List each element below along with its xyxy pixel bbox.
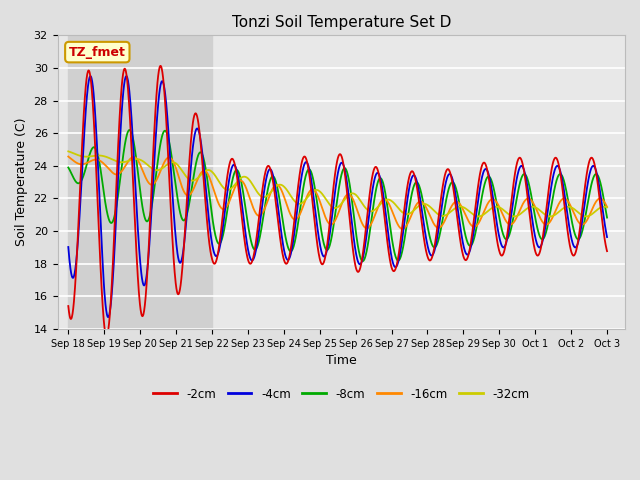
Title: Tonzi Soil Temperature Set D: Tonzi Soil Temperature Set D: [232, 15, 451, 30]
Y-axis label: Soil Temperature (C): Soil Temperature (C): [15, 118, 28, 246]
Legend: -2cm, -4cm, -8cm, -16cm, -32cm: -2cm, -4cm, -8cm, -16cm, -32cm: [148, 383, 534, 405]
Bar: [68, 36, 212, 329]
Text: TZ_fmet: TZ_fmet: [69, 46, 125, 59]
X-axis label: Time: Time: [326, 354, 356, 367]
